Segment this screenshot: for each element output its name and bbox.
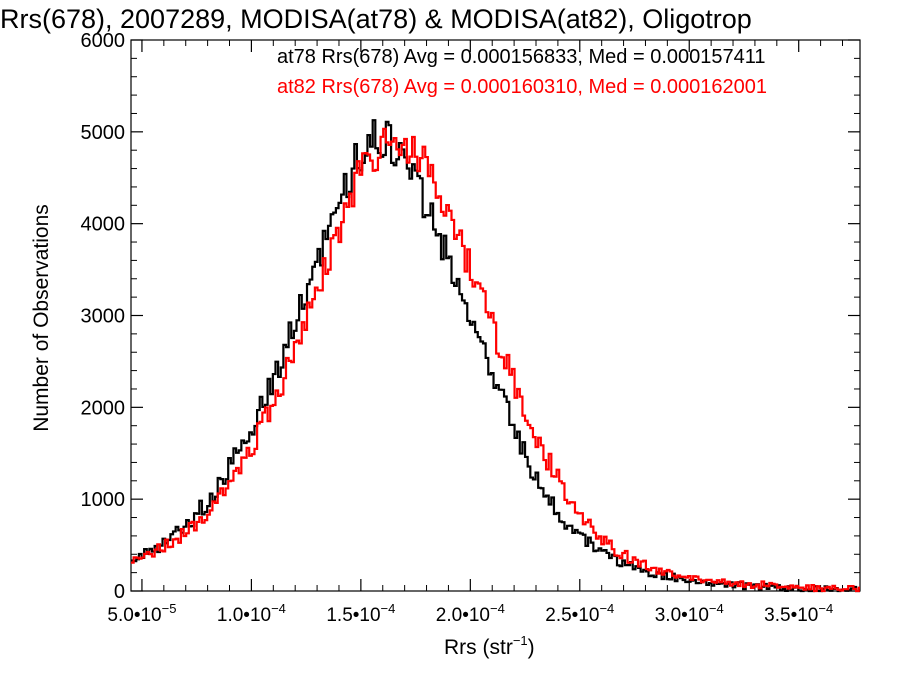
y-tick-label: 5000 <box>81 122 126 144</box>
x-axis-label-close: ) <box>527 636 535 659</box>
y-tick-label: 1000 <box>81 489 126 511</box>
y-tick-label: 3000 <box>81 306 126 328</box>
x-tick-label: 2.5•10−4 <box>545 601 614 626</box>
x-tick-label: 5.0•10−5 <box>107 601 176 626</box>
y-tick-label: 2000 <box>81 397 126 419</box>
y-tick-label: 4000 <box>81 214 126 236</box>
legend-entry-at78: at78 Rrs(678) Avg = 0.000156833, Med = 0… <box>277 46 766 69</box>
x-axis-label: Rrs (str−1) <box>444 633 535 660</box>
legend-text-at78: at78 Rrs(678) Avg = 0.000156833, Med = 0… <box>277 46 766 68</box>
y-axis-label: Number of Observations <box>30 204 53 432</box>
histogram-series-0 <box>131 119 860 593</box>
x-tick-label: 3.5•10−4 <box>764 601 833 626</box>
plot-frame <box>130 39 861 592</box>
y-tick-label: 0 <box>114 581 125 603</box>
x-tick-label: 3.0•10−4 <box>655 601 724 626</box>
x-tick-label: 2.0•10−4 <box>436 601 505 626</box>
x-tick-label: 1.0•10−4 <box>217 601 286 626</box>
histogram-series-1 <box>131 127 860 593</box>
chart-title: Rrs(678), 2007289, MODISA(at78) & MODISA… <box>0 4 752 34</box>
y-tick-label: 6000 <box>81 30 126 52</box>
x-tick-label: 1.5•10−4 <box>326 601 395 626</box>
legend-entry-at82: at82 Rrs(678) Avg = 0.000160310, Med = 0… <box>277 76 767 99</box>
x-axis-label-exponent: −1 <box>512 633 528 648</box>
x-axis-label-text: Rrs (str <box>444 636 513 659</box>
legend-text-at82: at82 Rrs(678) Avg = 0.000160310, Med = 0… <box>277 76 768 98</box>
